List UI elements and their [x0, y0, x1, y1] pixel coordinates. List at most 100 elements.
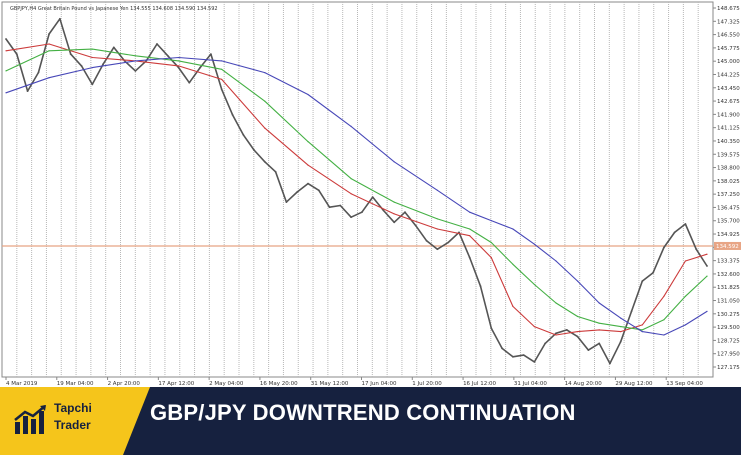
point-ma-slow [469, 211, 471, 213]
x-tick-label: 16 Jul 12:00 [463, 381, 496, 387]
x-tick-label: 13 Sep 04:00 [666, 381, 703, 387]
point-price [5, 38, 7, 40]
point-price [317, 189, 320, 192]
point-ma-slow [620, 317, 622, 319]
point-ma-mid [264, 100, 266, 102]
y-tick-label: 137.250 [717, 192, 740, 198]
point-ma-slow [706, 310, 708, 312]
point-ma-fast [307, 164, 309, 166]
point-price [166, 54, 169, 57]
point-ma-fast [490, 257, 492, 259]
point-ma-fast [512, 305, 514, 307]
point-price [684, 223, 687, 225]
point-price [285, 201, 288, 204]
point-price [382, 209, 385, 212]
brand-name-line-1: Tapchi [54, 401, 92, 415]
point-ma-mid [641, 329, 643, 331]
point-ma-slow [48, 77, 50, 79]
point-price [652, 271, 654, 274]
point-price [199, 66, 202, 69]
point-ma-fast [264, 127, 266, 129]
point-ma-fast [641, 324, 643, 326]
point-ma-mid [706, 275, 708, 277]
point-ma-slow [663, 334, 665, 336]
y-tick-label: 145.000 [717, 59, 740, 65]
point-price [555, 332, 557, 335]
y-tick-label: 136.475 [717, 205, 740, 211]
point-ma-fast [350, 193, 352, 195]
point-ma-fast [178, 65, 180, 67]
point-ma-slow [598, 302, 600, 304]
point-ma-slow [436, 189, 438, 191]
y-tick-label: 140.350 [717, 139, 740, 145]
point-ma-fast [469, 235, 471, 237]
point-ma-mid [555, 302, 557, 304]
x-tick-label: 31 May 12:00 [311, 381, 349, 387]
point-ma-mid [134, 55, 136, 57]
y-tick-label: 129.500 [717, 325, 740, 331]
point-price [274, 170, 277, 173]
chart-title: GBPJPY,H4 Great Britain Pound vs Japanes… [10, 6, 218, 12]
point-price [436, 248, 439, 251]
point-price [59, 17, 61, 20]
point-ma-mid [221, 68, 223, 70]
point-ma-mid [307, 141, 309, 143]
point-ma-mid [48, 50, 50, 52]
y-tick-label: 147.325 [717, 19, 740, 25]
y-tick-label: 131.050 [717, 299, 740, 305]
point-ma-mid [5, 70, 7, 72]
point-price [447, 241, 450, 244]
point-price [479, 285, 482, 288]
point-price [253, 149, 255, 151]
point-ma-fast [533, 326, 536, 328]
point-ma-slow [684, 324, 687, 326]
point-price [393, 221, 396, 224]
point-ma-slow [264, 72, 266, 74]
point-ma-slow [350, 125, 352, 127]
y-tick-label: 138.800 [717, 166, 740, 172]
y-tick-label: 127.950 [717, 352, 740, 358]
point-price [220, 88, 223, 91]
point-ma-fast [555, 334, 557, 336]
point-ma-fast [706, 253, 708, 255]
brand-name-line-2: Trader [54, 418, 91, 432]
point-ma-fast [393, 213, 395, 215]
y-tick-label: 128.725 [717, 338, 740, 344]
point-price [69, 53, 72, 55]
y-tick-label: 145.775 [717, 46, 740, 52]
point-ma-fast [684, 260, 687, 262]
point-price [361, 211, 363, 214]
point-price [37, 71, 40, 74]
banner-title: GBP/JPY DOWNTREND CONTINUATION [150, 400, 576, 425]
y-tick-label: 148.675 [717, 6, 740, 12]
point-price [587, 349, 590, 351]
point-price [307, 182, 309, 185]
point-price [371, 196, 374, 199]
point-price [112, 46, 115, 49]
point-price [512, 355, 514, 358]
point-ma-slow [134, 60, 136, 62]
point-ma-mid [512, 263, 514, 265]
point-ma-fast [663, 295, 665, 297]
point-ma-slow [221, 60, 223, 62]
point-price [80, 65, 83, 67]
point-price [490, 327, 493, 330]
point-ma-fast [598, 329, 600, 331]
point-ma-mid [577, 315, 579, 318]
point-price [231, 113, 234, 116]
x-tick-label: 19 Mar 04:00 [57, 381, 94, 387]
brand-name: Tapchi Trader [54, 400, 92, 434]
point-price [522, 354, 525, 356]
point-price [565, 329, 568, 331]
point-price [242, 133, 245, 136]
point-ma-slow [577, 280, 579, 282]
x-tick-label: 16 May 20:00 [260, 381, 298, 387]
point-ma-slow [91, 67, 93, 69]
y-tick-label: 138.025 [717, 179, 740, 185]
point-ma-fast [91, 56, 93, 59]
point-price [177, 66, 180, 69]
point-ma-slow [512, 228, 514, 230]
point-price [468, 256, 471, 259]
point-ma-fast [221, 78, 223, 80]
x-tick-label: 2 May 04:00 [209, 381, 244, 387]
